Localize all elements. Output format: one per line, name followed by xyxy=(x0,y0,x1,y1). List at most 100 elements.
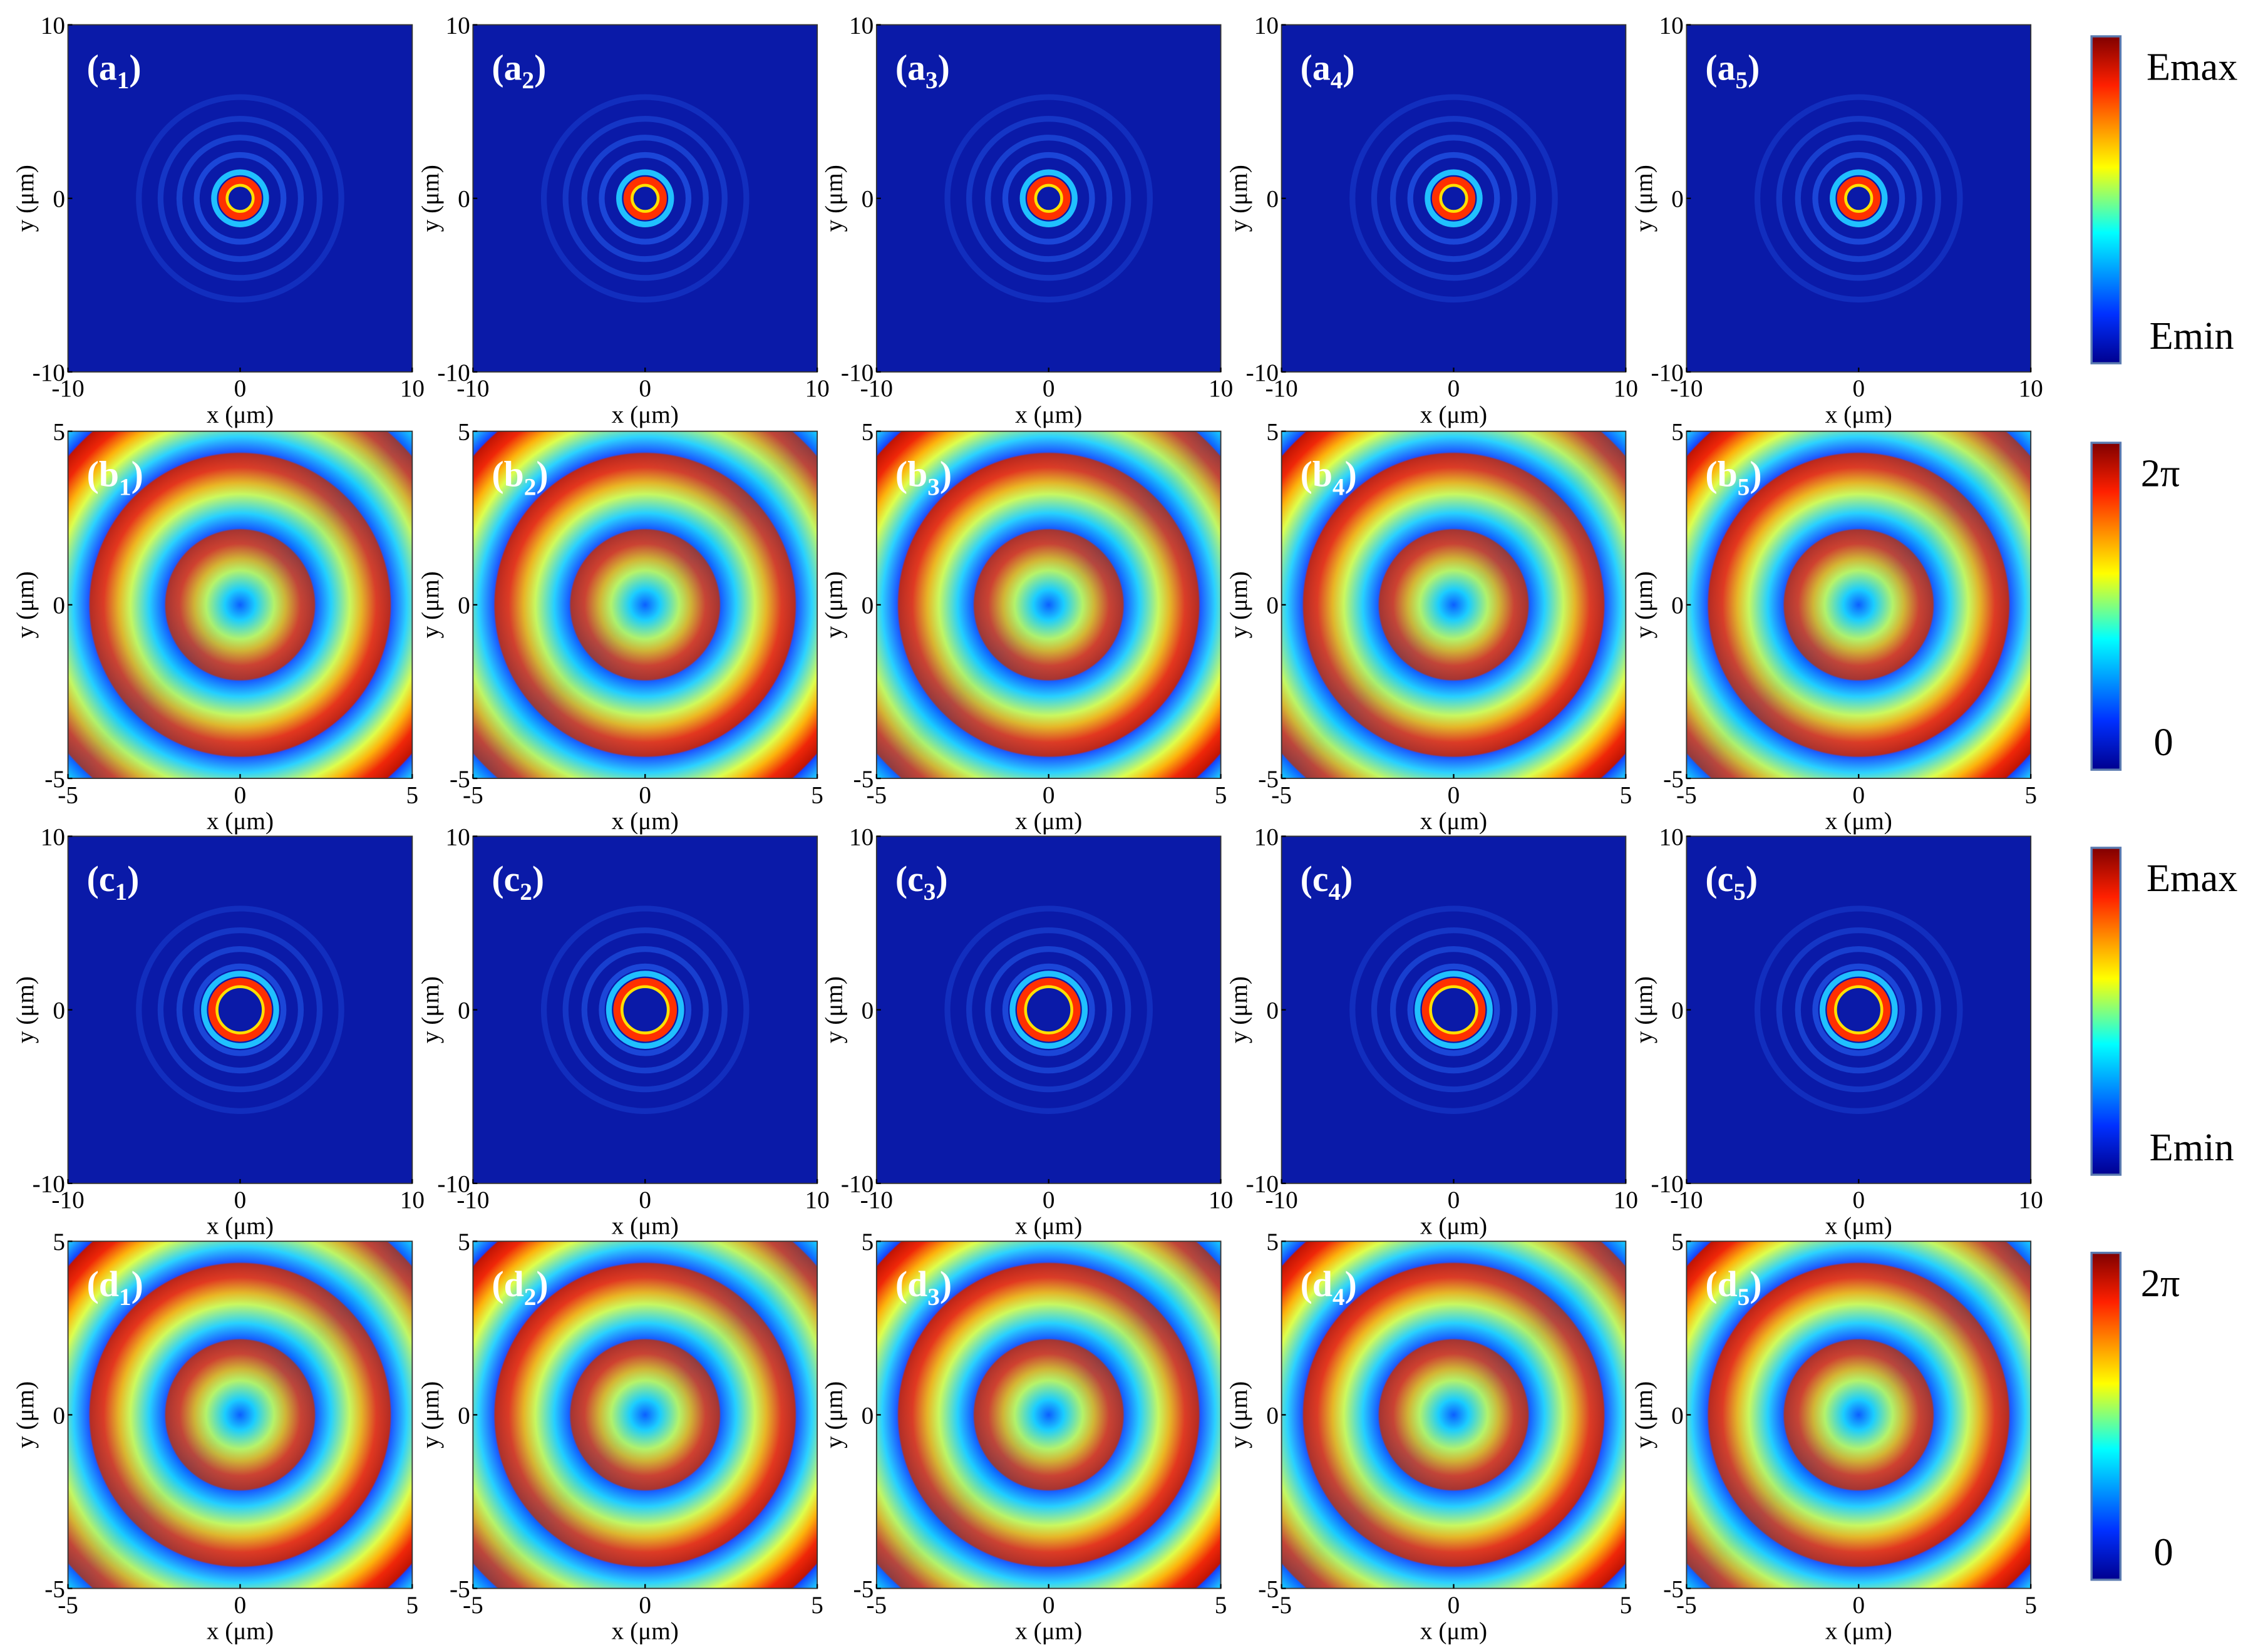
y-axis-label: y (μm) xyxy=(417,571,444,638)
y-tick-label: 5 xyxy=(458,419,470,446)
field-ring xyxy=(208,977,272,1042)
panel-label-prefix: (b xyxy=(87,455,119,494)
colorbar-bottom-label: Emin xyxy=(2150,1126,2234,1169)
field-ring xyxy=(1027,177,1071,220)
colorbar: 2π 0 xyxy=(2090,1251,2180,1581)
y-tick-label: 10 xyxy=(1254,12,1279,39)
panel-label-prefix: (a xyxy=(1705,48,1735,88)
panel-label-suffix: ) xyxy=(1343,48,1354,88)
field-ring xyxy=(1024,985,1073,1034)
x-tick-label: -10 xyxy=(1670,375,1703,402)
x-axis-label: x (μm) xyxy=(1825,401,1892,428)
y-tick-label: 0 xyxy=(1266,186,1279,213)
y-tick-label: -5 xyxy=(853,766,874,793)
x-tick-label: 5 xyxy=(811,781,823,808)
x-tick-label: -5 xyxy=(1676,1592,1697,1619)
field-ring xyxy=(157,927,323,1093)
panel-label-sub: 2 xyxy=(520,879,532,905)
y-tick-label: 0 xyxy=(1266,592,1279,619)
panel-label-prefix: (d xyxy=(492,1265,523,1304)
panel-label-sub: 3 xyxy=(927,473,940,500)
x-axis-label: x (μm) xyxy=(1015,401,1082,428)
field-map xyxy=(1686,24,2031,372)
panel-label-prefix: (b xyxy=(895,455,927,494)
field-map xyxy=(68,836,413,1183)
field-ring xyxy=(193,963,287,1056)
x-tick-label: 0 xyxy=(234,1592,247,1619)
field-ring xyxy=(1349,905,1558,1114)
x-tick-label: 10 xyxy=(1614,375,1638,402)
y-tick-label: -10 xyxy=(1246,359,1279,386)
field-ring xyxy=(623,177,667,220)
panel-label-prefix: (b xyxy=(492,455,523,494)
field-ring xyxy=(225,183,255,213)
y-tick-label: 5 xyxy=(862,419,874,446)
x-tick-label: -10 xyxy=(51,1187,84,1214)
colorbar: 2π 0 xyxy=(2090,441,2180,771)
y-axis-label: y (μm) xyxy=(1631,976,1657,1043)
panel-label-sub: 5 xyxy=(1733,879,1746,905)
x-axis-label: x (μm) xyxy=(1825,808,1892,835)
x-axis-label: x (μm) xyxy=(612,1213,679,1240)
x-tick-label: 0 xyxy=(639,375,651,402)
y-tick-label: 0 xyxy=(1671,1402,1684,1429)
x-axis-label: x (μm) xyxy=(207,1213,274,1240)
x-tick-label: 0 xyxy=(639,1592,651,1619)
y-tick-label: 0 xyxy=(458,1402,470,1429)
y-tick-label: -5 xyxy=(1663,1575,1684,1602)
field-ring xyxy=(211,169,269,227)
field-ring xyxy=(540,94,750,303)
phase-map xyxy=(473,431,818,779)
panel-label-sub: 2 xyxy=(524,1284,537,1311)
y-tick-label: 0 xyxy=(53,592,65,619)
x-tick-label: 0 xyxy=(234,781,247,808)
panel: (d1) -5-5 0 0 5 5 x (μm) y (μm) xyxy=(12,1229,418,1644)
x-axis-label: x (μm) xyxy=(1420,401,1487,428)
y-tick-label: -5 xyxy=(450,1575,470,1602)
y-axis-label: y (μm) xyxy=(417,976,444,1043)
y-tick-label: -10 xyxy=(1651,359,1683,386)
y-tick-label: 0 xyxy=(458,997,470,1024)
panel-label: (a4) xyxy=(1301,48,1355,94)
x-tick-label: 0 xyxy=(1448,375,1460,402)
field-ring xyxy=(1819,971,1898,1049)
field-ring xyxy=(1016,977,1081,1042)
field-ring xyxy=(620,985,670,1034)
x-tick-label: 0 xyxy=(1448,1187,1460,1214)
x-tick-label: -10 xyxy=(1265,375,1297,402)
panel-label-suffix: ) xyxy=(940,1265,952,1304)
field-ring xyxy=(1439,183,1468,213)
y-axis-label: y (μm) xyxy=(1631,1381,1657,1448)
field-ring xyxy=(985,946,1113,1074)
field-ring xyxy=(966,927,1131,1093)
x-tick-label: -10 xyxy=(51,375,84,402)
panel-label-sub: 1 xyxy=(115,879,127,905)
phase-map xyxy=(1686,1241,2031,1589)
phase-map xyxy=(1686,431,2031,779)
y-tick-label: 0 xyxy=(53,186,65,213)
field-ring xyxy=(1407,963,1500,1056)
panel-label: (d1) xyxy=(87,1265,143,1311)
y-tick-label: 5 xyxy=(1671,419,1684,446)
panel-label-prefix: (d xyxy=(87,1265,119,1304)
panel-label-sub: 1 xyxy=(117,67,130,94)
field-ring xyxy=(1371,927,1537,1093)
x-tick-label: 10 xyxy=(2019,1187,2043,1214)
y-tick-label: 10 xyxy=(445,12,470,39)
panel-label-suffix: ) xyxy=(127,860,139,899)
field-ring xyxy=(1754,94,1963,303)
field-ring xyxy=(1371,116,1537,281)
panel: (a5) -10-10 0 0 10 10 x (μm) y (μm) xyxy=(1631,12,2043,428)
panel: (b1) -5-5 0 0 5 5 x (μm) y (μm) xyxy=(12,419,418,835)
panel-label-suffix: ) xyxy=(1746,860,1758,899)
x-tick-label: -5 xyxy=(58,1592,78,1619)
field-map xyxy=(68,24,413,372)
y-tick-label: 0 xyxy=(53,997,65,1024)
y-tick-label: 0 xyxy=(862,186,874,213)
field-ring xyxy=(1795,946,1922,1074)
x-tick-label: 10 xyxy=(805,375,829,402)
field-map xyxy=(473,24,818,372)
y-axis-label: y (μm) xyxy=(12,571,39,638)
panel-label-prefix: (c xyxy=(1705,860,1733,899)
panel-label-sub: 4 xyxy=(1329,879,1341,905)
